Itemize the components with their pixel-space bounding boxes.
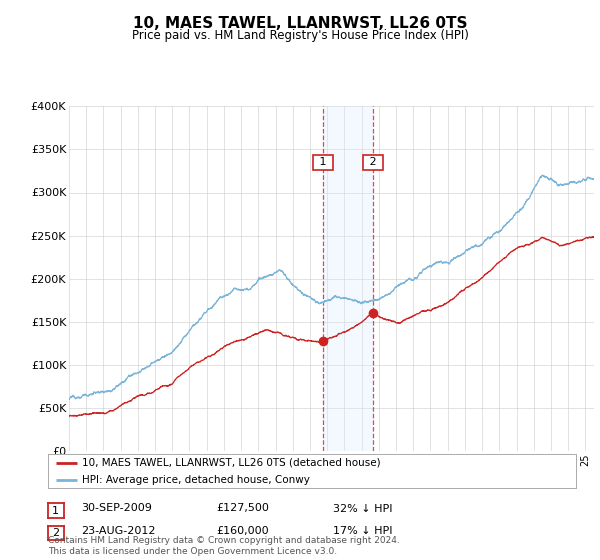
Text: 17% ↓ HPI: 17% ↓ HPI bbox=[333, 526, 392, 536]
Text: 1: 1 bbox=[52, 506, 59, 516]
Text: Contains HM Land Registry data © Crown copyright and database right 2024.
This d: Contains HM Land Registry data © Crown c… bbox=[48, 536, 400, 556]
Text: 32% ↓ HPI: 32% ↓ HPI bbox=[333, 503, 392, 514]
Text: 2: 2 bbox=[52, 528, 59, 538]
Bar bbox=[323, 106, 373, 451]
Text: HPI: Average price, detached house, Conwy: HPI: Average price, detached house, Conw… bbox=[82, 475, 310, 484]
Text: 30-SEP-2009: 30-SEP-2009 bbox=[81, 503, 152, 514]
Text: 10, MAES TAWEL, LLANRWST, LL26 0TS (detached house): 10, MAES TAWEL, LLANRWST, LL26 0TS (deta… bbox=[82, 458, 381, 468]
Text: 2: 2 bbox=[366, 157, 380, 167]
Text: 1: 1 bbox=[316, 157, 330, 167]
Text: £160,000: £160,000 bbox=[216, 526, 269, 536]
Text: 23-AUG-2012: 23-AUG-2012 bbox=[81, 526, 155, 536]
Text: 10, MAES TAWEL, LLANRWST, LL26 0TS: 10, MAES TAWEL, LLANRWST, LL26 0TS bbox=[133, 16, 467, 31]
Text: Price paid vs. HM Land Registry's House Price Index (HPI): Price paid vs. HM Land Registry's House … bbox=[131, 29, 469, 42]
Text: £127,500: £127,500 bbox=[216, 503, 269, 514]
